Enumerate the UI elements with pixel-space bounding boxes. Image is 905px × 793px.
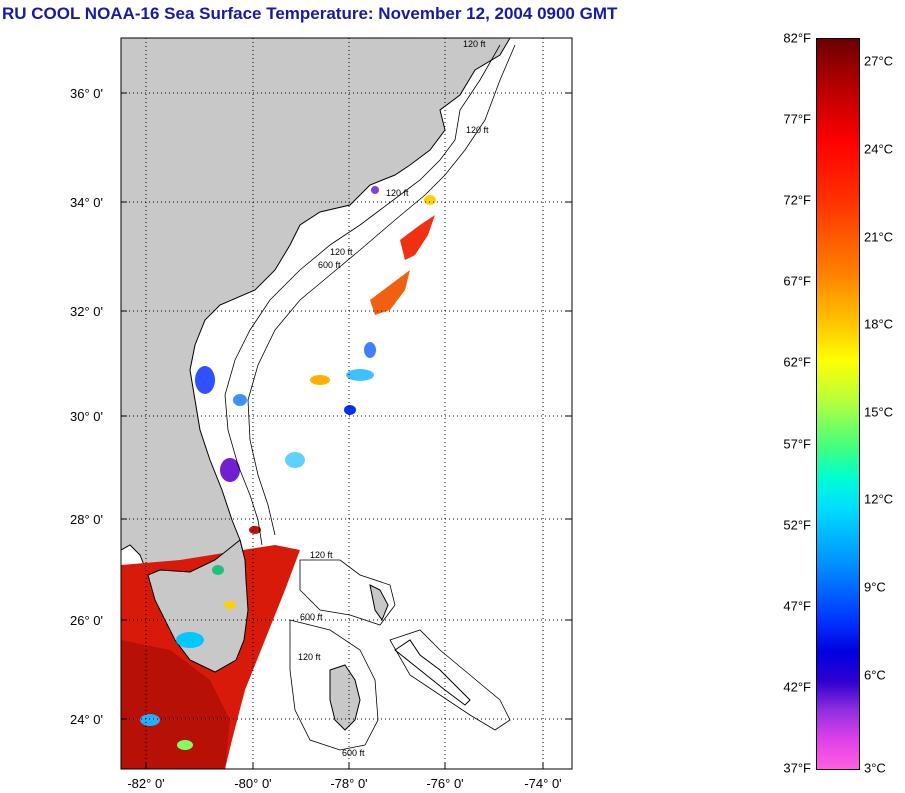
celsius-label: 9°C	[864, 579, 886, 595]
contour-label: 600 ft	[300, 612, 323, 622]
contour-bahamas	[299, 559, 396, 626]
celsius-label: 6°C	[864, 667, 886, 683]
contour-label: 120 ft	[298, 652, 321, 662]
sst-patch	[212, 565, 224, 575]
contour-label: 600 ft	[342, 748, 365, 758]
sst-patch	[233, 394, 247, 406]
sst-patch	[249, 526, 261, 534]
contour-label: 120 ft	[310, 550, 333, 560]
fahrenheit-label: 72°F	[783, 192, 811, 208]
sst-patch	[310, 375, 330, 385]
contour-600ft	[247, 44, 516, 536]
celsius-label: 3°C	[864, 760, 886, 776]
contour-label: 600 ft	[318, 260, 341, 270]
celsius-label: 27°C	[864, 53, 894, 69]
contour-label: 120 ft	[466, 125, 489, 135]
lon-label: -78° 0'	[330, 776, 367, 791]
contour-label: 120 ft	[463, 39, 486, 49]
temperature-legend: 82°F 77°F 72°F 67°F 62°F 57°F 52°F 47°F 42°F 37°F…	[760, 30, 905, 790]
contour-bahamas-east	[389, 629, 511, 731]
lat-label: 34° 0'	[70, 195, 103, 210]
fahrenheit-label: 62°F	[783, 354, 811, 370]
bahamas-eleuthera	[394, 639, 471, 706]
celsius-label: 18°C	[864, 316, 894, 332]
fahrenheit-label: 52°F	[783, 517, 811, 533]
fahrenheit-label: 37°F	[783, 760, 811, 776]
lat-label: 26° 0'	[70, 613, 103, 628]
cool-patch	[176, 632, 204, 648]
celsius-label: 12°C	[864, 491, 894, 507]
map-title: RU COOL NOAA-16 Sea Surface Temperature:…	[2, 4, 618, 23]
sst-patch	[195, 366, 215, 394]
celsius-label: 15°C	[864, 404, 894, 420]
fahrenheit-label: 67°F	[783, 273, 811, 289]
sst-map: 120 ft 120 ft 120 ft 120 ft 600 ft 120 f…	[70, 37, 573, 791]
map-frame	[120, 37, 573, 770]
sst-patch	[364, 342, 376, 358]
sst-patch	[344, 405, 356, 415]
sst-warm-core	[121, 640, 230, 769]
contour-120ft	[224, 44, 501, 546]
celsius-label: 21°C	[864, 229, 894, 245]
sst-patch	[346, 369, 374, 381]
colorbar-gradient	[816, 38, 860, 770]
fahrenheit-label: 77°F	[783, 111, 811, 127]
lat-label: 24° 0'	[70, 712, 103, 727]
cool-patch	[224, 601, 236, 609]
lat-label: 28° 0'	[70, 512, 103, 527]
lon-label: -80° 0'	[234, 776, 271, 791]
lon-label: -76° 0'	[426, 776, 463, 791]
fahrenheit-label: 82°F	[783, 30, 811, 46]
fahrenheit-label: 47°F	[783, 598, 811, 614]
sst-patch	[424, 195, 436, 205]
sst-patch	[285, 452, 305, 468]
cool-patch	[140, 714, 160, 726]
lat-label: 30° 0'	[70, 409, 103, 424]
fahrenheit-label: 57°F	[783, 436, 811, 452]
bahamas-andros	[329, 664, 361, 731]
lat-label: 36° 0'	[70, 86, 103, 101]
gulf-stream-filament	[370, 270, 410, 315]
lat-label: 32° 0'	[70, 304, 103, 319]
sst-patch	[220, 458, 240, 482]
tick-marks	[121, 92, 572, 769]
contour-label: 120 ft	[330, 247, 353, 257]
fahrenheit-label: 42°F	[783, 679, 811, 695]
contour-label: 120 ft	[386, 188, 409, 198]
land-florida-tip	[147, 539, 249, 673]
gulf-stream-filament	[400, 215, 435, 260]
contour-bahamas-south	[289, 619, 379, 751]
celsius-label: 24°C	[864, 141, 894, 157]
bahamas-abaco	[369, 584, 389, 622]
lon-label: -74° 0'	[524, 776, 561, 791]
lon-label: -82° 0'	[127, 776, 164, 791]
cool-patch	[177, 740, 193, 750]
sst-patch	[371, 186, 379, 194]
